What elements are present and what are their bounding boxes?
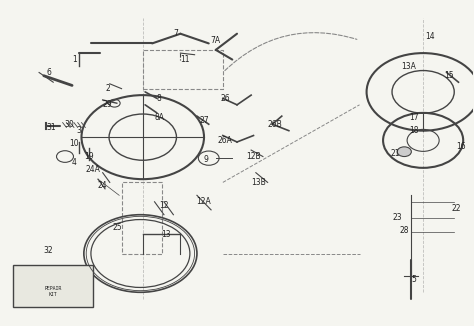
Text: 27: 27 [199,116,209,126]
Text: 23: 23 [392,214,402,222]
Text: 12: 12 [159,200,169,210]
Text: 28: 28 [400,226,409,235]
Text: 30: 30 [65,120,74,129]
Text: 7A: 7A [211,36,221,45]
Text: 17: 17 [409,113,419,122]
Text: 12B: 12B [246,152,261,161]
Text: 6: 6 [46,68,51,77]
Text: 24: 24 [98,181,108,190]
Text: 8A: 8A [154,113,164,122]
Text: 19: 19 [84,152,93,161]
Text: 25: 25 [112,223,122,232]
Text: 5: 5 [411,275,416,284]
Text: 26A: 26A [218,136,233,145]
Text: 1: 1 [72,55,77,64]
Text: 3: 3 [77,126,82,135]
Text: 32: 32 [44,246,53,255]
Text: 8: 8 [157,94,162,103]
Text: 7: 7 [173,29,178,38]
Text: 24A: 24A [86,165,100,174]
Text: 22: 22 [451,204,461,213]
Text: 2: 2 [105,84,110,93]
Text: 29: 29 [102,100,112,109]
Text: REPAIR
KIT: REPAIR KIT [45,286,62,297]
Text: 13B: 13B [251,178,265,187]
Text: 10: 10 [70,139,79,148]
Text: 11: 11 [181,55,190,64]
Text: 18: 18 [409,126,419,135]
Text: 12A: 12A [197,197,211,206]
Circle shape [397,147,411,156]
Text: 4: 4 [72,158,77,168]
Text: 26B: 26B [267,120,282,129]
Text: 16: 16 [456,142,465,151]
Text: 26: 26 [220,94,230,103]
Text: 15: 15 [444,71,454,80]
Text: 13: 13 [162,230,171,239]
FancyBboxPatch shape [13,265,93,307]
Text: 14: 14 [425,33,435,41]
Text: 13A: 13A [401,62,417,70]
Text: 9: 9 [204,155,209,164]
Text: 31: 31 [46,123,55,132]
Text: 21: 21 [390,149,400,158]
